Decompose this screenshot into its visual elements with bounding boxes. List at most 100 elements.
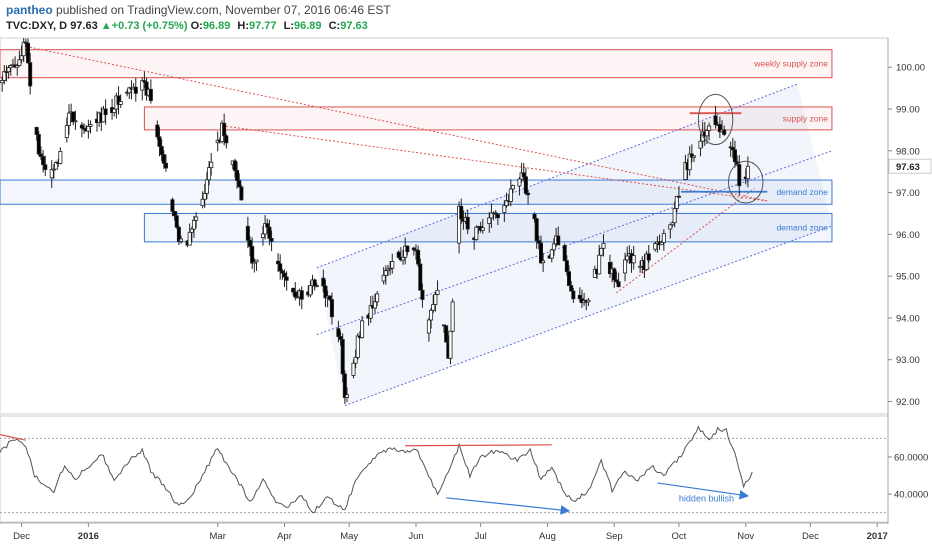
candle	[101, 105, 106, 123]
candle-body	[411, 247, 416, 251]
trend-line-1	[344, 225, 833, 407]
supply-zone-label-1: supply zone	[783, 113, 829, 123]
candle	[674, 195, 679, 213]
candle-body	[278, 263, 283, 272]
supply-zone-1	[143, 106, 833, 131]
candle	[64, 117, 69, 143]
candle-body	[265, 223, 270, 228]
candle	[722, 125, 727, 137]
oscillator-layer: hidden bullish	[0, 425, 888, 515]
candle-body	[353, 356, 358, 364]
candle-body	[41, 156, 46, 166]
candle-body	[282, 272, 287, 278]
candle	[148, 79, 153, 104]
candle-body	[207, 167, 212, 181]
candle-body	[232, 160, 237, 171]
candle	[189, 226, 194, 243]
highlight-circle-1	[728, 160, 764, 204]
candle-body	[737, 164, 742, 187]
candle-body	[625, 255, 630, 261]
candle-body	[670, 222, 675, 226]
candle	[351, 359, 356, 379]
divergence-line-2	[446, 497, 571, 515]
candle	[88, 120, 93, 134]
candle-body	[418, 263, 423, 291]
candle	[465, 209, 470, 235]
candle	[159, 139, 164, 162]
candle-body	[668, 224, 673, 230]
oscillator-pane	[0, 415, 889, 523]
candle	[43, 155, 48, 177]
change-value: +0.73 (+0.75%)	[111, 20, 188, 32]
close-value: 97.63	[340, 20, 368, 32]
symbol-info: TVC:DXY, D 97.63 ▲+0.73 (+0.75%) O:96.89…	[6, 20, 372, 32]
candle	[646, 245, 651, 264]
candle-body	[646, 253, 651, 261]
trend-line-2	[316, 150, 833, 336]
candle	[174, 211, 179, 229]
candle	[26, 38, 31, 64]
supply-zone-label-0: weekly supply zone	[753, 59, 828, 69]
candle	[599, 247, 604, 257]
candle	[209, 153, 214, 176]
candle	[661, 229, 666, 251]
candle-body	[140, 80, 145, 91]
candle-body	[200, 198, 205, 207]
candle	[577, 287, 582, 303]
candle	[355, 333, 360, 360]
candle-body	[450, 301, 455, 332]
candle-body	[21, 41, 26, 57]
candle-body	[444, 325, 449, 343]
candle-body	[163, 162, 168, 169]
candle	[345, 387, 350, 403]
candle	[172, 210, 177, 221]
candle	[112, 108, 117, 117]
candle	[431, 295, 436, 314]
candle	[450, 298, 455, 333]
candle-body	[704, 130, 709, 137]
candle-body	[517, 178, 522, 187]
candle-body	[534, 218, 539, 242]
candle	[418, 258, 423, 291]
candle	[448, 330, 453, 365]
candle	[36, 131, 41, 157]
candle-body	[692, 155, 697, 158]
candle	[571, 288, 576, 303]
candle-body	[338, 336, 343, 340]
candle-body	[607, 261, 612, 275]
candle-body	[6, 67, 11, 73]
candle	[631, 245, 636, 270]
published-text: published on TradingView.com, November 0…	[56, 3, 391, 17]
candle-body	[112, 108, 117, 114]
chart-header: pantheo published on TradingView.com, No…	[0, 0, 932, 36]
candle	[19, 45, 24, 64]
candle-body	[299, 290, 304, 300]
candle-body	[329, 299, 334, 318]
candle-body	[204, 179, 209, 194]
candle-body	[556, 235, 561, 246]
author-name[interactable]: pantheo	[6, 3, 53, 17]
candle	[698, 133, 703, 157]
candle	[15, 63, 20, 76]
candle-body	[34, 126, 39, 135]
candle	[293, 282, 298, 301]
candle-body	[28, 62, 33, 87]
publish-info: pantheo published on TradingView.com, No…	[6, 3, 391, 17]
candle	[692, 155, 697, 163]
candle	[551, 238, 556, 256]
candle-body	[713, 115, 718, 126]
supply-zone-0	[0, 49, 833, 79]
candle-body	[340, 339, 345, 375]
current-price-badge: 97.63	[888, 158, 932, 174]
candle-body	[623, 259, 628, 274]
candle-body	[176, 226, 181, 242]
candle	[625, 246, 630, 263]
candle	[373, 293, 378, 314]
candle	[2, 65, 7, 85]
candle	[248, 236, 253, 257]
candle-body	[388, 267, 393, 270]
candle	[480, 218, 485, 234]
candle	[282, 269, 287, 288]
candle	[245, 216, 250, 249]
